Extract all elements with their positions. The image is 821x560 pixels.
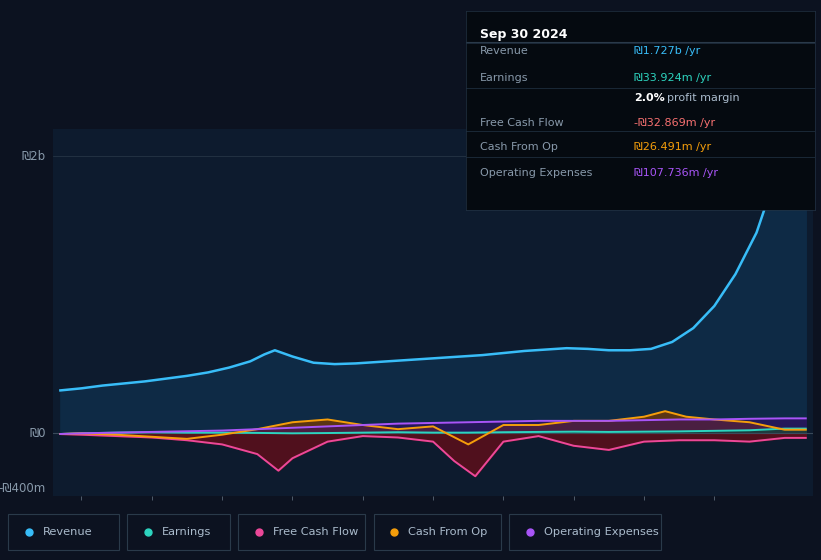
Text: 2.0%: 2.0% (634, 92, 664, 102)
Text: ₪33.924m /yr: ₪33.924m /yr (634, 73, 711, 83)
Text: Earnings: Earnings (480, 73, 529, 83)
Text: -₪32.869m /yr: -₪32.869m /yr (634, 118, 715, 128)
Text: Earnings: Earnings (162, 527, 211, 537)
Text: ₪107.736m /yr: ₪107.736m /yr (634, 168, 718, 178)
Text: Operating Expenses: Operating Expenses (544, 527, 658, 537)
Text: ₪1.727b /yr: ₪1.727b /yr (634, 46, 700, 56)
Text: Revenue: Revenue (43, 527, 92, 537)
Text: ₪0: ₪0 (30, 427, 46, 440)
Text: Cash From Op: Cash From Op (480, 142, 558, 152)
Text: profit margin: profit margin (667, 92, 740, 102)
Text: Free Cash Flow: Free Cash Flow (480, 118, 564, 128)
Text: ₪26.491m /yr: ₪26.491m /yr (634, 142, 711, 152)
Text: Operating Expenses: Operating Expenses (480, 168, 593, 178)
Text: Revenue: Revenue (480, 46, 529, 56)
Text: ₪2b: ₪2b (21, 150, 46, 163)
Text: Cash From Op: Cash From Op (408, 527, 488, 537)
Text: -₪400m: -₪400m (0, 482, 46, 495)
Text: Sep 30 2024: Sep 30 2024 (480, 28, 568, 41)
Text: Free Cash Flow: Free Cash Flow (273, 527, 358, 537)
